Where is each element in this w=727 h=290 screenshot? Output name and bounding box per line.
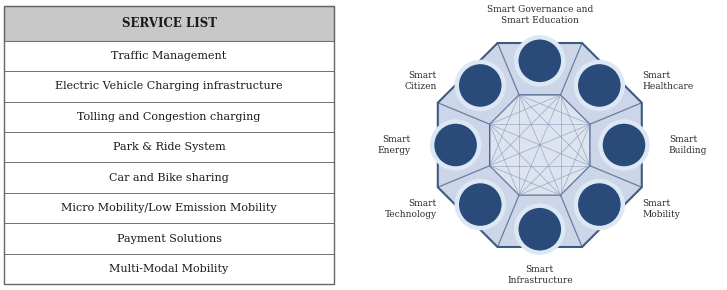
Text: Car and Bike sharing: Car and Bike sharing <box>109 173 229 183</box>
Circle shape <box>577 182 622 226</box>
Text: Smart
Energy: Smart Energy <box>377 135 411 155</box>
Circle shape <box>577 64 622 108</box>
Bar <box>4 102 334 132</box>
Circle shape <box>430 119 481 171</box>
Circle shape <box>518 207 562 251</box>
Circle shape <box>574 60 625 111</box>
Text: Electric Vehicle Charging infrastructure: Electric Vehicle Charging infrastructure <box>55 81 283 91</box>
Text: Smart
Healthcare: Smart Healthcare <box>643 71 694 91</box>
Text: Smart
Technology: Smart Technology <box>385 199 437 219</box>
Bar <box>4 41 334 71</box>
Text: Multi-Modal Mobility: Multi-Modal Mobility <box>109 264 229 274</box>
Bar <box>4 162 334 193</box>
Circle shape <box>598 119 650 171</box>
Circle shape <box>458 64 502 108</box>
Circle shape <box>602 123 646 167</box>
Circle shape <box>514 35 566 86</box>
Bar <box>4 223 334 254</box>
Text: Park & Ride System: Park & Ride System <box>113 142 225 152</box>
Text: Tolling and Congestion charging: Tolling and Congestion charging <box>77 112 261 122</box>
Text: Smart
Building: Smart Building <box>669 135 707 155</box>
Bar <box>4 193 334 223</box>
Circle shape <box>454 60 506 111</box>
Circle shape <box>574 179 625 230</box>
Circle shape <box>454 179 506 230</box>
Text: Payment Solutions: Payment Solutions <box>116 233 222 244</box>
Circle shape <box>518 39 562 83</box>
Bar <box>4 132 334 162</box>
Text: Smart
Citizen: Smart Citizen <box>404 71 437 91</box>
Polygon shape <box>490 95 590 195</box>
Text: Micro Mobility/Low Emission Mobility: Micro Mobility/Low Emission Mobility <box>61 203 277 213</box>
Text: SERVICE LIST: SERVICE LIST <box>121 17 217 30</box>
Bar <box>4 71 334 102</box>
Circle shape <box>514 204 566 255</box>
Text: Smart Governance and
Smart Education: Smart Governance and Smart Education <box>486 5 593 25</box>
Circle shape <box>458 182 502 226</box>
Bar <box>4 254 334 284</box>
Text: Smart
Mobility: Smart Mobility <box>643 199 680 219</box>
Circle shape <box>433 123 478 167</box>
Polygon shape <box>438 43 642 247</box>
Text: Traffic Management: Traffic Management <box>111 51 227 61</box>
Text: Smart
Infrastructure: Smart Infrastructure <box>507 265 573 285</box>
Bar <box>4 6 334 41</box>
